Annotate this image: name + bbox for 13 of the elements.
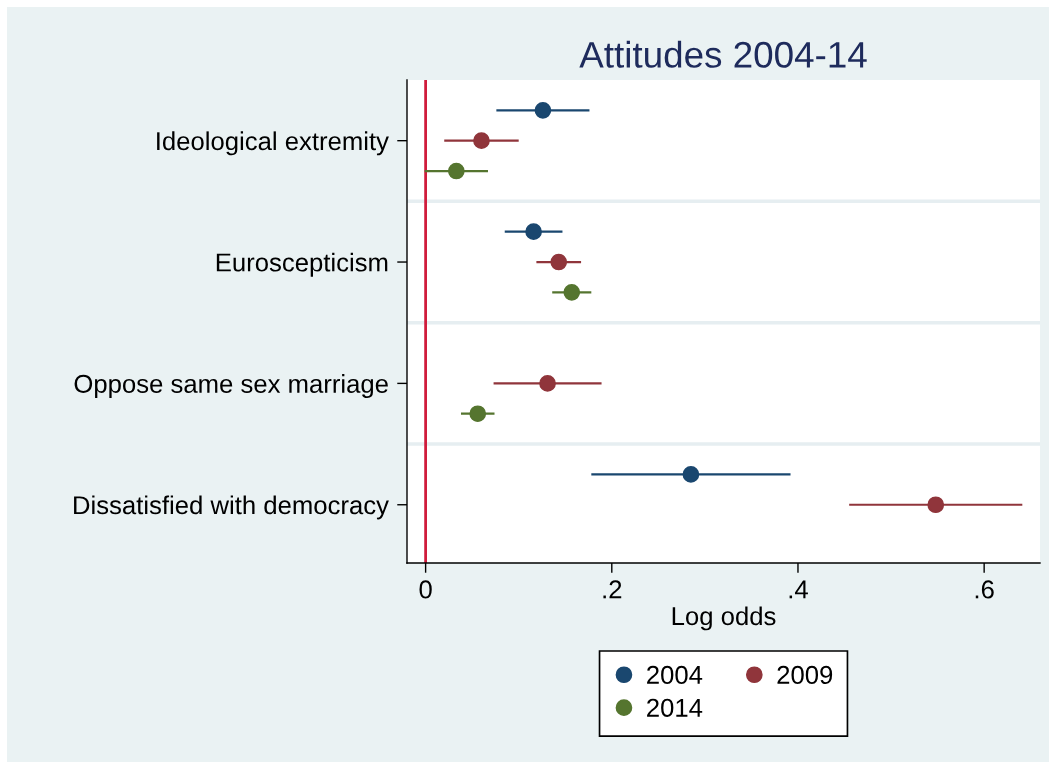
x-tick-label: 0 <box>419 580 432 599</box>
legend-label: 2004 <box>647 665 703 685</box>
x-tick-label: .4 <box>789 580 808 599</box>
legend-label: 2009 <box>777 665 833 685</box>
y-tick-label: Euroscepticism <box>216 252 388 277</box>
legend-label: 2014 <box>647 698 703 717</box>
x-axis-title: Log odds <box>672 606 776 631</box>
x-tick-label: .6 <box>975 580 994 599</box>
y-tick-label: Dissatisfied with democracy <box>74 495 389 520</box>
y-tick-label: Ideological extremity <box>157 131 389 156</box>
x-tick-label: .2 <box>603 580 622 599</box>
chart-title: Attitudes 2004-14 <box>579 40 867 68</box>
y-tick-label: Oppose same sex marriage <box>74 374 388 399</box>
